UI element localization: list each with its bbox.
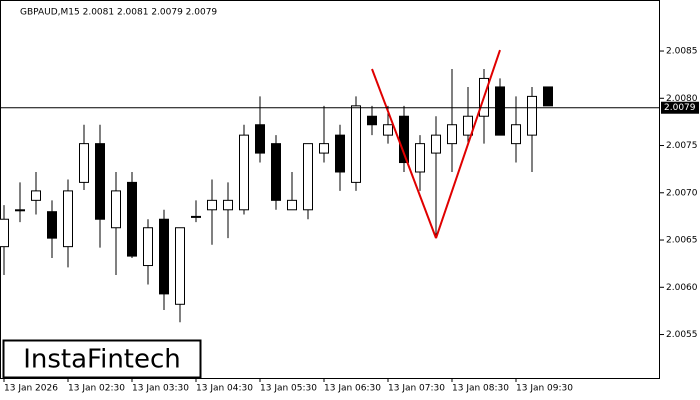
pattern-line — [371, 68, 437, 239]
candle-body — [111, 190, 121, 229]
candle-body — [207, 199, 217, 211]
candle-body — [495, 86, 505, 136]
y-tick-label: 2.0055 — [666, 330, 698, 340]
price-label: 2.0079 — [664, 103, 696, 113]
candle-body — [543, 86, 553, 107]
x-tick-label: 13 Jan 08:30 — [452, 384, 509, 394]
brand-box — [2, 339, 202, 379]
candle-body — [431, 134, 441, 154]
candle-body — [15, 209, 25, 212]
x-tick-label: 13 Jan 05:30 — [260, 384, 317, 394]
candle-body — [79, 143, 89, 183]
candle-body — [0, 218, 9, 248]
candle-body — [31, 190, 41, 201]
candle-body — [303, 143, 313, 211]
candle-body — [143, 227, 153, 267]
chart-title: GBPAUD,M15 2.0081 2.0081 2.0079 2.0079 — [20, 8, 217, 18]
brand: InstaFintech — [23, 345, 181, 375]
candle-body — [239, 134, 249, 211]
candle-body — [191, 215, 201, 218]
candle-body — [127, 181, 137, 257]
y-tick-label: 2.0075 — [666, 141, 698, 151]
x-tick-label: 13 Jan 03:30 — [132, 384, 189, 394]
candle-body — [287, 199, 297, 211]
x-tick-label: 13 Jan 09:30 — [516, 384, 573, 394]
x-tick-label: 13 Jan 02:30 — [68, 384, 125, 394]
candle-body — [223, 199, 233, 211]
y-tick-label: 2.0080 — [666, 94, 698, 104]
x-tick-label: 13 Jan 04:30 — [196, 384, 253, 394]
price-label-box — [661, 101, 699, 114]
candle-body — [95, 143, 105, 220]
candle-body — [415, 143, 425, 173]
candle-body — [383, 124, 393, 136]
candle-body — [159, 218, 169, 295]
x-tick-label: 13 Jan 07:30 — [388, 384, 445, 394]
candle-body — [367, 115, 377, 126]
candle-body — [463, 115, 473, 136]
y-tick-label: 2.0085 — [666, 47, 698, 57]
x-tick-label: 13 Jan 06:30 — [324, 384, 381, 394]
y-tick-label: 2.0060 — [666, 283, 698, 293]
candle-body — [255, 124, 265, 154]
pattern-line — [435, 49, 501, 239]
candle-body — [271, 143, 281, 201]
candle-body — [335, 134, 345, 173]
plot-frame — [0, 0, 660, 379]
y-tick-label: 2.0065 — [666, 236, 698, 246]
candle-body — [63, 190, 73, 248]
candle-body — [447, 124, 457, 145]
candle-body — [351, 105, 361, 183]
x-tick-label: 13 Jan 2026 — [4, 384, 58, 394]
candle-body — [319, 143, 329, 154]
candle-body — [175, 227, 185, 305]
y-tick-label: 2.0070 — [666, 188, 698, 198]
candle-body — [511, 124, 521, 145]
candle-body — [527, 95, 537, 136]
candle-body — [47, 211, 57, 239]
